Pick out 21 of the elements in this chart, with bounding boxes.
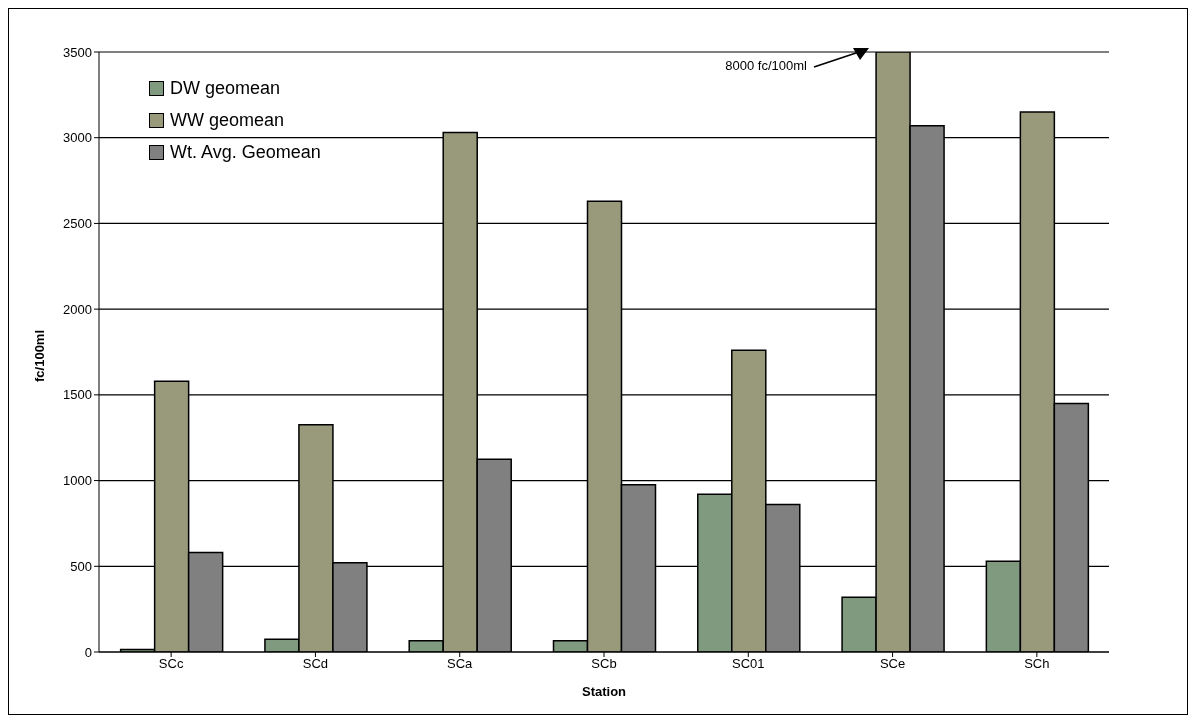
legend-label: Wt. Avg. Geomean xyxy=(170,141,321,164)
x-tick-label: SCb xyxy=(591,656,617,672)
legend-label: DW geomean xyxy=(170,77,281,100)
y-tick-label: 1000 xyxy=(63,473,92,489)
x-tick-label: SCe xyxy=(879,656,906,672)
y-tick-label: 3500 xyxy=(63,44,92,60)
y-tick-label: 0 xyxy=(84,644,92,660)
x-tick-label: SCa xyxy=(447,656,474,672)
y-tick-label: 3000 xyxy=(63,130,92,146)
annotation: 8000 fc/100ml xyxy=(725,58,808,73)
x-tick-label: SCd xyxy=(302,656,329,672)
y-tick-label: 500 xyxy=(70,558,92,574)
y-axis-title: fc/100ml xyxy=(31,329,47,382)
y-tick-label: 1500 xyxy=(63,387,92,403)
y-tick-label: 2000 xyxy=(63,301,92,317)
legend-label: WW geomean xyxy=(170,109,285,132)
x-tick-label: SCh xyxy=(1024,656,1050,672)
x-axis-title: Station xyxy=(581,684,627,699)
x-tick-label: SCc xyxy=(158,656,184,672)
y-tick-label: 2500 xyxy=(63,216,92,232)
x-tick-label: SC01 xyxy=(732,656,765,672)
